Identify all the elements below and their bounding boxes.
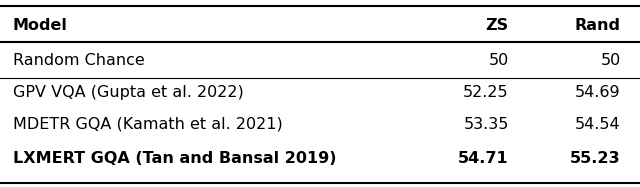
Text: 50: 50	[488, 53, 509, 68]
Text: 55.23: 55.23	[570, 151, 621, 165]
Text: ZS: ZS	[486, 18, 509, 33]
Text: 50: 50	[600, 53, 621, 68]
Text: 53.35: 53.35	[463, 117, 509, 132]
Text: Model: Model	[13, 18, 68, 33]
Text: Random Chance: Random Chance	[13, 53, 145, 68]
Text: 52.25: 52.25	[463, 85, 509, 100]
Text: GPV VQA (Gupta et al. 2022): GPV VQA (Gupta et al. 2022)	[13, 85, 244, 100]
Text: 54.69: 54.69	[575, 85, 621, 100]
Text: 54.71: 54.71	[458, 151, 509, 165]
Text: 54.54: 54.54	[575, 117, 621, 132]
Text: LXMERT GQA (Tan and Bansal 2019): LXMERT GQA (Tan and Bansal 2019)	[13, 151, 336, 165]
Text: Rand: Rand	[575, 18, 621, 33]
Text: MDETR GQA (Kamath et al. 2021): MDETR GQA (Kamath et al. 2021)	[13, 117, 282, 132]
